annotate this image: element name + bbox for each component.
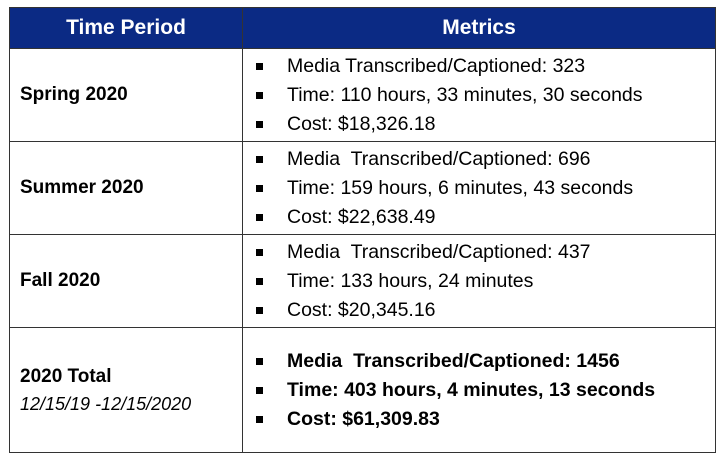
metric-text: Time: 110 hours, 33 minutes, 30 seconds xyxy=(287,83,643,106)
metric-item: Time: 133 hours, 24 minutes xyxy=(243,267,715,296)
period-cell: Fall 2020 xyxy=(9,234,243,328)
metrics-cell: Media Transcribed/Captioned: 696 Time: 1… xyxy=(242,141,716,235)
period-cell: Spring 2020 xyxy=(9,48,243,142)
period-label: Spring 2020 xyxy=(20,84,128,105)
square-bullet-icon xyxy=(256,248,263,256)
metric-item: Time: 110 hours, 33 minutes, 30 seconds xyxy=(243,81,715,110)
metric-text: Time: 159 hours, 6 minutes, 43 seconds xyxy=(287,176,634,199)
metrics-list: Media Transcribed/Captioned: 1456 Time: … xyxy=(243,347,715,434)
square-bullet-icon xyxy=(256,306,263,314)
table-row: Summer 2020 Media Transcribed/Captioned:… xyxy=(9,141,716,235)
square-bullet-icon xyxy=(256,184,263,192)
metric-item: Cost: $18,326.18 xyxy=(243,110,715,139)
metric-item: Media Transcribed/Captioned: 696 xyxy=(243,145,715,174)
metrics-list: Media Transcribed/Captioned: 696 Time: 1… xyxy=(243,145,715,232)
metric-text: Time: 403 hours, 4 minutes, 13 seconds xyxy=(287,378,656,401)
metric-text: Media Transcribed/Captioned: 437 xyxy=(287,240,591,263)
metrics-list: Media Transcribed/Captioned: 323 Time: 1… xyxy=(243,52,715,139)
table-row: Fall 2020 Media Transcribed/Captioned: 4… xyxy=(9,234,716,328)
table-row: Spring 2020 Media Transcribed/Captioned:… xyxy=(9,48,716,142)
metrics-table-container: Time Period Metrics Spring 2020 Media Tr… xyxy=(9,7,716,453)
table-row-total: 2020 Total 12/15/19 -12/15/2020 Media Tr… xyxy=(9,327,716,453)
metric-text: Time: 133 hours, 24 minutes xyxy=(287,269,534,292)
metric-text: Cost: $20,345.16 xyxy=(287,298,436,321)
metrics-cell: Media Transcribed/Captioned: 1456 Time: … xyxy=(242,327,716,453)
metric-text: Cost: $18,326.18 xyxy=(287,112,436,135)
period-date-range: 12/15/19 -12/15/2020 xyxy=(20,393,192,414)
header-metrics: Metrics xyxy=(242,7,716,49)
metric-text: Media Transcribed/Captioned: 696 xyxy=(287,147,591,170)
period-cell: Summer 2020 xyxy=(9,141,243,235)
square-bullet-icon xyxy=(256,386,263,394)
square-bullet-icon xyxy=(256,213,263,221)
metric-item: Time: 159 hours, 6 minutes, 43 seconds xyxy=(243,174,715,203)
square-bullet-icon xyxy=(256,62,263,70)
period-label: Fall 2020 xyxy=(20,270,101,291)
metrics-table: Time Period Metrics Spring 2020 Media Tr… xyxy=(9,7,716,453)
metric-text: Cost: $61,309.83 xyxy=(287,407,440,430)
metric-item: Media Transcribed/Captioned: 323 xyxy=(243,52,715,81)
metric-item: Cost: $61,309.83 xyxy=(243,405,715,434)
metrics-cell: Media Transcribed/Captioned: 437 Time: 1… xyxy=(242,234,716,328)
square-bullet-icon xyxy=(256,91,263,99)
square-bullet-icon xyxy=(256,155,263,163)
metric-item: Media Transcribed/Captioned: 1456 xyxy=(243,347,715,376)
metric-item: Cost: $20,345.16 xyxy=(243,296,715,325)
metric-item: Time: 403 hours, 4 minutes, 13 seconds xyxy=(243,376,715,405)
metric-item: Cost: $22,638.49 xyxy=(243,203,715,232)
square-bullet-icon xyxy=(256,357,263,365)
square-bullet-icon xyxy=(256,120,263,128)
metric-item: Media Transcribed/Captioned: 437 xyxy=(243,238,715,267)
header-time-period: Time Period xyxy=(9,7,243,49)
metrics-list: Media Transcribed/Captioned: 437 Time: 1… xyxy=(243,238,715,325)
period-cell: 2020 Total 12/15/19 -12/15/2020 xyxy=(9,327,243,453)
table-header-row: Time Period Metrics xyxy=(9,7,716,49)
metric-text: Cost: $22,638.49 xyxy=(287,205,436,228)
metric-text: Media Transcribed/Captioned: 1456 xyxy=(287,349,620,372)
metric-text: Media Transcribed/Captioned: 323 xyxy=(287,54,586,77)
square-bullet-icon xyxy=(256,415,263,423)
period-label: 2020 Total xyxy=(20,365,112,387)
square-bullet-icon xyxy=(256,277,263,285)
period-label: Summer 2020 xyxy=(20,177,144,198)
metrics-cell: Media Transcribed/Captioned: 323 Time: 1… xyxy=(242,48,716,142)
